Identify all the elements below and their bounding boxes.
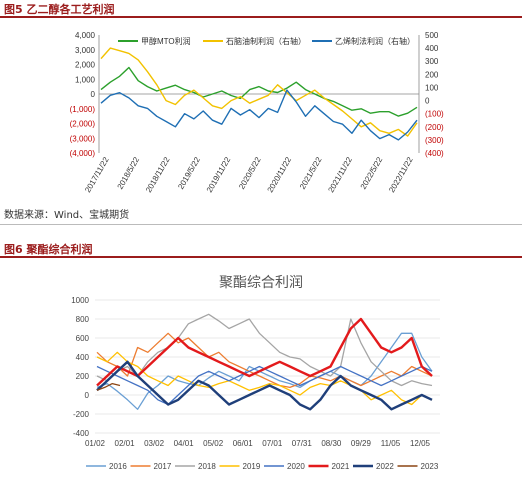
x-tick-label: 04/01 — [174, 439, 195, 448]
right-y-tick-label: (100) — [425, 110, 444, 119]
left-y-tick-label: 3,000 — [75, 46, 96, 55]
legend-label-2017: 2017 — [154, 462, 172, 471]
right-y-tick-label: 0 — [425, 97, 430, 106]
legend-label-2021: 2021 — [332, 462, 350, 471]
left-y-tick-label: (1,000) — [70, 105, 96, 114]
left-y-tick-label: (3,000) — [70, 134, 96, 143]
right-y-tick-label: 400 — [425, 44, 439, 53]
figure6-caption: 图6 聚酯综合利润 — [4, 243, 93, 256]
series-line-3 — [100, 89, 418, 141]
x-tick-label: 06/01 — [233, 439, 254, 448]
chart-title: 聚酯综合利润 — [219, 274, 303, 290]
figure6-header: 图6 聚酯综合利润 — [0, 240, 522, 258]
x-tick-label: 07/31 — [292, 439, 313, 448]
series-line-2023 — [96, 382, 121, 391]
legend-label-2019: 2019 — [243, 462, 261, 471]
x-tick-label: 12/05 — [410, 439, 431, 448]
series-line-2018 — [96, 313, 433, 387]
y-tick-label: 600 — [76, 334, 90, 343]
left-y-tick-label: 0 — [91, 90, 96, 99]
series-line-2017 — [96, 332, 433, 389]
right-y-tick-label: 100 — [425, 83, 439, 92]
left-y-tick-label: 1,000 — [75, 75, 96, 84]
left-y-tick-label: 4,000 — [75, 31, 96, 40]
y-tick-label: 1000 — [71, 296, 89, 305]
x-tick-label: 01/02 — [85, 439, 106, 448]
figure5-header: 图5 乙二醇各工艺利润 — [0, 0, 522, 18]
x-tick-label: 11/05 — [381, 439, 401, 448]
y-tick-label: -400 — [73, 429, 90, 438]
figure5-caption: 图5 乙二醇各工艺利润 — [4, 3, 115, 16]
x-tick-label: 08/30 — [321, 439, 342, 448]
right-y-tick-label: 200 — [425, 70, 439, 79]
section-divider — [0, 224, 522, 225]
x-tick-label: 07/01 — [262, 439, 283, 448]
legend-label-2023: 2023 — [421, 462, 439, 471]
figure5-source: 数据来源：Wind、宝城期货 — [4, 210, 130, 221]
right-y-tick-label: (400) — [425, 149, 444, 158]
right-y-tick-label: (300) — [425, 136, 444, 145]
left-y-tick-label: (2,000) — [70, 120, 96, 129]
y-tick-label: 400 — [76, 353, 90, 362]
x-tick-label: 02/01 — [115, 439, 136, 448]
right-y-tick-label: (200) — [425, 123, 444, 132]
y-tick-label: 200 — [76, 372, 90, 381]
series-line-1 — [100, 66, 418, 117]
series-line-2022 — [96, 360, 433, 411]
legend-label-1: 甲醇MTO利润 — [141, 36, 191, 46]
left-y-tick-label: 2,000 — [75, 61, 96, 70]
legend-label-3: 乙烯制法利润（右轴） — [335, 36, 415, 46]
right-y-tick-label: 300 — [425, 57, 439, 66]
legend-label-2018: 2018 — [198, 462, 216, 471]
x-tick-label: 05/02 — [203, 439, 224, 448]
series-line-2 — [100, 47, 418, 137]
legend-label-2020: 2020 — [287, 462, 305, 471]
y-tick-label: 800 — [76, 315, 90, 324]
y-tick-label: -200 — [73, 410, 90, 419]
left-y-tick-label: (4,000) — [70, 149, 96, 158]
legend-label-2: 石脑油制利润（右轴） — [226, 36, 306, 46]
legend-label-2016: 2016 — [109, 462, 127, 471]
right-y-tick-label: 500 — [425, 31, 439, 40]
x-tick-label: 03/02 — [144, 439, 165, 448]
legend-label-2022: 2022 — [376, 462, 394, 471]
x-tick-label: 09/29 — [351, 439, 372, 448]
y-tick-label: 0 — [85, 391, 90, 400]
series-line-2021 — [96, 317, 433, 387]
